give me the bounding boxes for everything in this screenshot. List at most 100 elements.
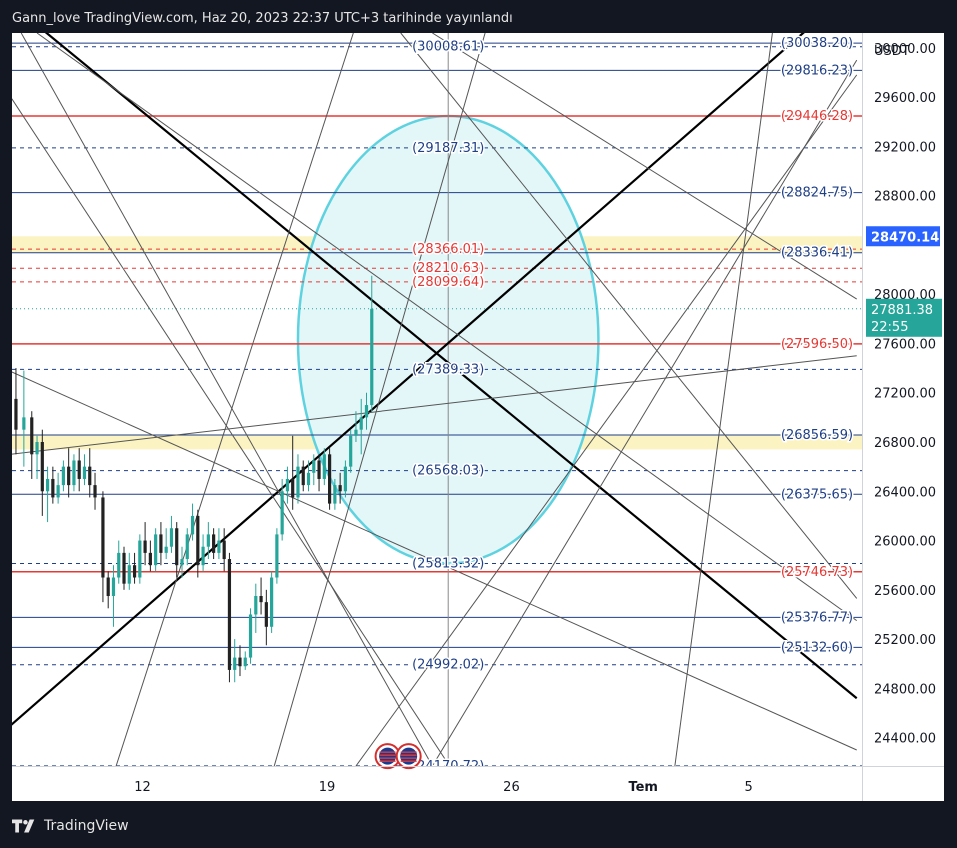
gann-trendline [12, 371, 857, 751]
candle [93, 472, 97, 510]
candle-body [364, 405, 369, 418]
level-label: (27596.50) [781, 337, 853, 352]
chart-area[interactable]: (30038.20) (30008.61) (29816.23) (29446.28)… [12, 33, 944, 801]
y-tick-label: 27600.00 [874, 337, 936, 352]
level-label: (29187.31) [412, 141, 484, 156]
candle [238, 645, 242, 677]
candle [30, 411, 34, 479]
candle-body [30, 417, 34, 455]
level-label: (29446.28) [781, 109, 853, 124]
candle-body [14, 398, 18, 430]
candle [154, 528, 158, 572]
level-label: (24992.02) [412, 658, 484, 673]
candle-body [354, 429, 358, 436]
candle [51, 466, 55, 504]
y-tick-label: 29600.00 [874, 91, 936, 106]
level-label: (25813.32) [412, 557, 484, 572]
tradingview-logo-icon [12, 819, 35, 833]
candle-body [291, 478, 295, 498]
candle-body [333, 485, 337, 504]
candle [322, 448, 326, 486]
candle [280, 478, 284, 541]
candle-body [349, 435, 353, 467]
candle [164, 528, 168, 560]
gann-trendline [12, 98, 446, 761]
event-flag-core [379, 747, 397, 765]
candle-body [264, 602, 268, 627]
candle [285, 466, 290, 504]
candle [206, 522, 210, 560]
candle-body [248, 614, 253, 658]
candle [359, 398, 363, 455]
candle [106, 571, 110, 609]
candle-body [206, 534, 210, 547]
y-tick-label: 26000.00 [874, 535, 936, 550]
candle [327, 448, 332, 510]
candle-body [127, 565, 131, 584]
gann-trendline [12, 355, 857, 455]
candle-body [196, 515, 200, 566]
candle-body [117, 552, 121, 578]
candle [243, 651, 247, 670]
candle [190, 503, 195, 541]
gann-trendline [36, 33, 858, 622]
gann-trendline [12, 33, 805, 726]
candle [291, 435, 295, 510]
candle [222, 528, 226, 572]
candle-body [82, 466, 87, 479]
chart-svg[interactable]: (30038.20) (30008.61) (29816.23) (29446.28)… [12, 33, 944, 801]
level-label: (28336.41) [781, 246, 853, 261]
candle-body [301, 466, 305, 486]
candle [138, 534, 142, 584]
y-tick-label: 24800.00 [874, 682, 936, 697]
candle [67, 448, 71, 498]
candle-body [270, 577, 274, 627]
candle [169, 515, 174, 553]
candle [127, 552, 131, 590]
y-tick-label: 24400.00 [874, 732, 936, 747]
candle [364, 392, 369, 430]
level-label: (29816.23) [781, 63, 853, 78]
candle [35, 435, 39, 479]
candle-body [45, 478, 50, 492]
candle-body [227, 559, 232, 670]
candle [338, 472, 342, 504]
candle-body [154, 534, 158, 566]
candle [259, 577, 263, 615]
y-tick-label: 25200.00 [874, 633, 936, 648]
footer: TradingView [12, 818, 129, 834]
price-tag-current: 27881.38 22:55 [866, 298, 942, 337]
gann-trendline [400, 33, 858, 599]
candle-body [164, 546, 168, 553]
candle-body [77, 460, 81, 479]
candle-body [61, 466, 65, 486]
level-label: (28210.63) [412, 261, 484, 276]
level-label: (28099.64) [412, 275, 484, 290]
candle-body [201, 546, 205, 566]
candle-body [296, 466, 300, 498]
candle [72, 454, 76, 492]
candle [196, 509, 200, 578]
y-tick-label: 26800.00 [874, 436, 936, 451]
candle-body [40, 442, 44, 492]
candle [354, 411, 358, 443]
candle-body [22, 417, 26, 430]
currency-label: USDT [874, 44, 910, 59]
candle-body [106, 577, 110, 596]
candle [159, 522, 163, 566]
candle-body [111, 577, 116, 596]
candle-body [306, 472, 311, 486]
candle-body [159, 534, 163, 553]
level-label: (28824.75) [781, 186, 853, 201]
candle-body [259, 595, 263, 603]
candle [14, 368, 18, 455]
candle [264, 589, 268, 646]
price-tag-countdown: 22:55 [871, 320, 908, 335]
candle-body [148, 552, 152, 566]
candle-body [122, 552, 126, 584]
level-label: (25132.60) [781, 640, 853, 655]
y-tick-label: 27200.00 [874, 387, 936, 402]
candle [201, 534, 205, 572]
level-label: (26568.03) [412, 464, 484, 479]
footer-brand: TradingView [44, 818, 129, 834]
